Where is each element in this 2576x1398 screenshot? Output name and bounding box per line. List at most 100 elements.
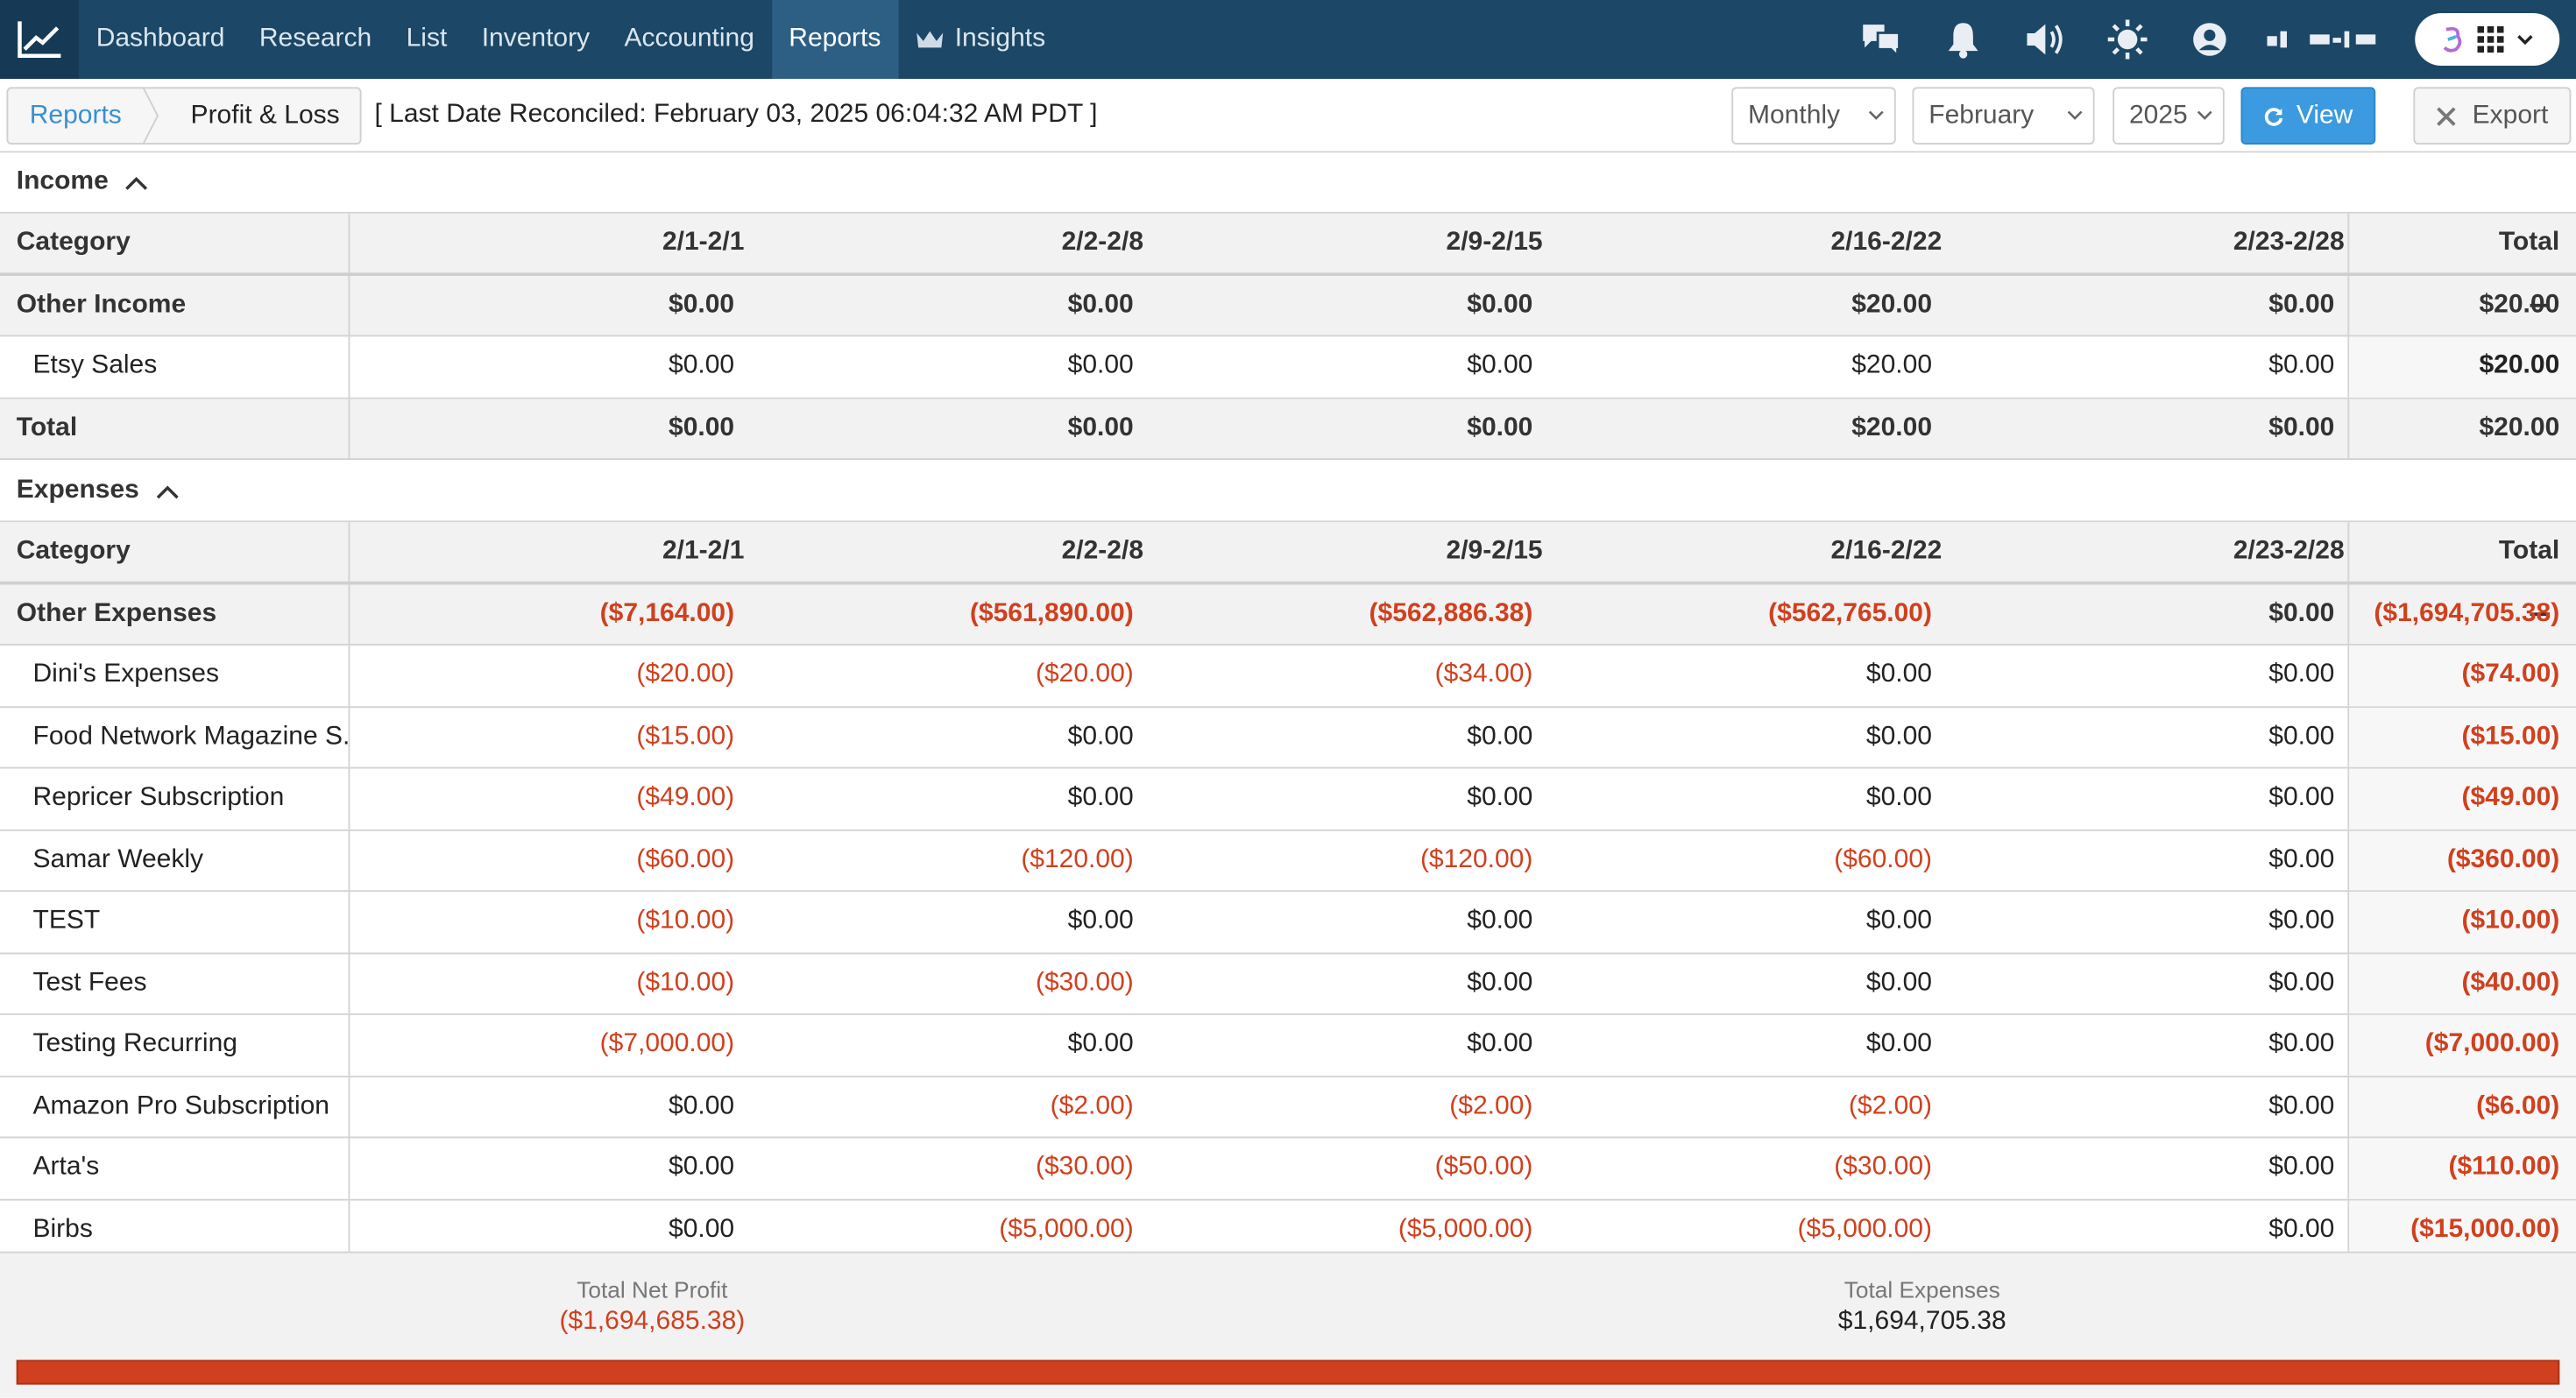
- table-row[interactable]: TEST ($10.00) $0.00 $0.00 $0.00 $0.00 ($…: [0, 892, 2576, 954]
- table-cell: $0.00: [1945, 1077, 2350, 1137]
- table-cell: $0.00: [1467, 1030, 1533, 1058]
- nav-reports[interactable]: Reports: [771, 0, 899, 79]
- table-cell-total: $20.00: [2349, 336, 2576, 397]
- table-cell-total: ($7,000.00): [2349, 1014, 2576, 1076]
- table-cell: ($5,000.00): [999, 1215, 1134, 1243]
- table-row[interactable]: Arta's $0.00 ($30.00) ($50.00) ($30.00) …: [0, 1138, 2576, 1200]
- nav-inventory[interactable]: Inventory: [464, 0, 607, 79]
- column-header-category[interactable]: Category: [0, 522, 350, 581]
- nav-insights-label: Insights: [954, 25, 1046, 53]
- collapse-minus-icon[interactable]: [2530, 302, 2550, 307]
- view-button[interactable]: View: [2240, 87, 2376, 145]
- table-header-row: Category 2/1-2/1 2/2-2/8 2/9-2/15 2/16-2…: [0, 522, 2576, 584]
- table-cell: ($561,890.00): [969, 598, 1134, 627]
- bell-icon[interactable]: [1942, 18, 1985, 61]
- nav-research[interactable]: Research: [242, 0, 389, 79]
- year-select[interactable]: 2025: [2112, 87, 2225, 145]
- nav-reports-label: Reports: [789, 25, 881, 53]
- table-row[interactable]: Testing Recurring ($7,000.00) $0.00 $0.0…: [0, 1014, 2576, 1077]
- table-cell: $0.00: [1467, 907, 1533, 936]
- table-row[interactable]: Test Fees ($10.00) ($30.00) $0.00 $0.00 …: [0, 953, 2576, 1015]
- total-expenses-value: $1,694,705.38: [1837, 1307, 2006, 1336]
- table-cell: $0.00: [1865, 722, 1932, 751]
- column-header-week-4[interactable]: 2/16-2/22: [1830, 536, 1943, 565]
- column-header-week-3[interactable]: 2/9-2/15: [1446, 228, 1543, 257]
- table-row[interactable]: Etsy Sales $0.00 $0.00 $0.00 $20.00 $0.0…: [0, 336, 2576, 399]
- table-cell: ($2.00): [1848, 1091, 1932, 1120]
- table-cell-total: ($40.00): [2349, 953, 2576, 1013]
- export-button[interactable]: Export: [2413, 87, 2572, 145]
- period-select-value: Monthly: [1748, 101, 1841, 130]
- period-select[interactable]: Monthly: [1731, 87, 1896, 145]
- table-cell: $0.00: [1467, 290, 1533, 319]
- brightness-icon[interactable]: [2106, 18, 2149, 61]
- table-cell: $0.00: [1945, 583, 2350, 644]
- table-cell: ($7,164.00): [599, 598, 735, 627]
- collapse-minus-icon[interactable]: [2530, 611, 2550, 616]
- status-indicator-icon: [2267, 28, 2380, 51]
- table-cell: $0.00: [1467, 968, 1533, 997]
- column-header-week-5[interactable]: 2/23-2/28: [1945, 522, 2350, 581]
- row-category: Test Fees: [0, 953, 350, 1013]
- column-header-week-2[interactable]: 2/2-2/8: [1061, 228, 1143, 257]
- nav-list-label: List: [406, 25, 448, 53]
- table-row[interactable]: Food Network Magazine S... ($15.00) $0.0…: [0, 707, 2576, 769]
- nav-list[interactable]: List: [389, 0, 464, 79]
- column-header-week-1[interactable]: 2/1-2/1: [662, 228, 745, 257]
- table-row[interactable]: Birbs $0.00 ($5,000.00) ($5,000.00) ($5,…: [0, 1199, 2576, 1261]
- table-cell-total: ($49.00): [2349, 768, 2576, 829]
- table-header-row: Category 2/1-2/1 2/2-2/8 2/9-2/15 2/16-2…: [0, 213, 2576, 276]
- column-header-total[interactable]: Total: [2498, 536, 2560, 565]
- nav-accounting[interactable]: Accounting: [607, 0, 772, 79]
- month-select[interactable]: February: [1912, 87, 2095, 145]
- table-row[interactable]: Dini's Expenses ($20.00) ($20.00) ($34.0…: [0, 645, 2576, 708]
- table-cell: $0.00: [1067, 290, 1134, 319]
- income-total-row: Total $0.00 $0.00 $0.00 $20.00 $0.00 $20…: [0, 398, 2576, 460]
- breadcrumb: Reports Profit & Loss: [6, 87, 362, 145]
- table-cell: $0.00: [1467, 351, 1533, 380]
- expenses-section-header[interactable]: Expenses: [0, 461, 2576, 523]
- chevron-down-icon: [2197, 110, 2212, 120]
- summary-footer: Total Net Profit ($1,694,685.38) Total E…: [0, 1251, 2576, 1398]
- column-header-week-2[interactable]: 2/2-2/8: [1061, 536, 1143, 565]
- chevron-up-icon[interactable]: [156, 484, 179, 498]
- table-cell-total: ($1,694,705.38): [2374, 598, 2560, 627]
- table-cell: $0.00: [1467, 783, 1533, 812]
- table-cell: ($20.00): [1036, 660, 1134, 689]
- table-cell: $0.00: [1067, 1030, 1134, 1058]
- nav-dashboard[interactable]: Dashboard: [79, 0, 242, 79]
- row-category: Amazon Pro Subscription: [0, 1077, 350, 1137]
- app-logo[interactable]: [0, 0, 79, 79]
- row-category: Etsy Sales: [0, 336, 350, 397]
- table-row[interactable]: Samar Weekly ($60.00) ($120.00) ($120.00…: [0, 830, 2576, 893]
- chevron-down-icon: [1868, 110, 1884, 120]
- user-icon[interactable]: [2189, 18, 2232, 61]
- column-header-week-3[interactable]: 2/9-2/15: [1446, 536, 1543, 565]
- speaker-icon[interactable]: [2024, 18, 2067, 61]
- nav-icon-group: [1840, 0, 2576, 79]
- table-cell: $0.00: [1945, 645, 2350, 706]
- nav-insights[interactable]: Insights: [898, 0, 1063, 79]
- column-header-total[interactable]: Total: [2498, 228, 2560, 257]
- table-cell-total: ($74.00): [2349, 645, 2576, 706]
- chevron-up-icon[interactable]: [125, 175, 148, 190]
- table-row[interactable]: Amazon Pro Subscription $0.00 ($2.00) ($…: [0, 1077, 2576, 1139]
- column-header-week-4[interactable]: 2/16-2/22: [1830, 228, 1943, 257]
- row-category: Samar Weekly: [0, 830, 350, 891]
- table-cell: ($49.00): [636, 783, 735, 812]
- expenses-table: Category 2/1-2/1 2/2-2/8 2/9-2/15 2/16-2…: [0, 522, 2576, 1261]
- table-cell: $0.00: [669, 413, 735, 441]
- income-section-header[interactable]: Income: [0, 152, 2576, 214]
- column-header-category[interactable]: Category: [0, 213, 350, 272]
- column-header-week-1[interactable]: 2/1-2/1: [662, 536, 745, 565]
- table-row[interactable]: Repricer Subscription ($49.00) $0.00 $0.…: [0, 768, 2576, 830]
- column-header-week-5[interactable]: 2/23-2/28: [1945, 213, 2350, 272]
- breadcrumb-reports-label: Reports: [29, 101, 122, 130]
- table-cell: $0.00: [1945, 953, 2350, 1013]
- table-cell: $0.00: [1865, 968, 1932, 997]
- breadcrumb-reports-link[interactable]: Reports: [8, 87, 159, 145]
- app-switcher[interactable]: [2415, 13, 2560, 66]
- table-cell: ($7,000.00): [599, 1030, 735, 1058]
- chat-icon[interactable]: [1860, 18, 1903, 61]
- table-cell: $0.00: [1945, 275, 2350, 335]
